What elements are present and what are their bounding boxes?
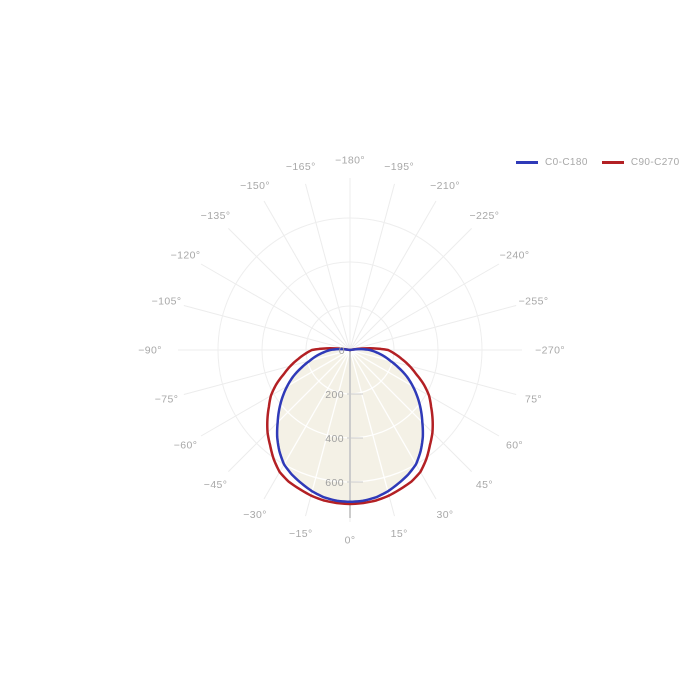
angle-label-150: −210° [430, 180, 460, 192]
angle-label-135: −225° [469, 210, 499, 222]
legend-swatch-c0-c180 [516, 161, 538, 164]
angle-label--30: −30° [243, 509, 267, 521]
angle-label-120: −240° [500, 250, 530, 262]
angle-label--165: −165° [286, 161, 316, 173]
angle-label--75: −75° [155, 394, 179, 406]
radial-axis [347, 350, 363, 518]
legend-item-c0-c180[interactable]: C0-C180 [516, 157, 588, 168]
series-c90-c270-curve [266, 347, 434, 506]
angle-label--135: −135° [201, 210, 231, 222]
radial-label-200: 200 [325, 389, 344, 401]
legend-label-c0-c180: C0-C180 [545, 157, 588, 168]
angle-label-105: −255° [519, 295, 549, 307]
angle-label--105: −105° [152, 295, 182, 307]
legend-swatch-c90-c270 [601, 161, 624, 164]
legend-item-c90-c270[interactable]: C90-C270 [601, 157, 680, 168]
angle-labels: 0° 15° 30° 45° 60° 75° −270° −255° −240° −225° −21… [138, 155, 565, 547]
angle-label--120: −120° [171, 250, 201, 262]
chart-legend: C0-C180 C90-C270 [516, 157, 680, 168]
angle-label-75: 75° [525, 394, 542, 406]
angle-label--60: −60° [174, 440, 198, 452]
angle-label--45: −45° [204, 479, 228, 491]
angle-label--150: −150° [240, 180, 270, 192]
angle-label-90: −270° [535, 345, 565, 357]
series-c0-c180-curve [275, 347, 425, 504]
angle-label-30: 30° [436, 509, 453, 521]
radial-label-0: 0 [339, 345, 345, 357]
angle-label-180: −180° [335, 155, 365, 167]
angle-label-165: −195° [384, 161, 414, 173]
angle-label-15: 15° [391, 528, 408, 540]
angle-label--15: −15° [289, 528, 313, 540]
radial-label-400: 400 [325, 433, 344, 445]
radial-tick-labels: 0 200 400 600 [325, 345, 345, 489]
angle-label--90: −90° [138, 345, 162, 357]
angle-label-60: 60° [506, 440, 523, 452]
angle-label-45: 45° [476, 479, 493, 491]
angle-label-0: 0° [345, 535, 356, 547]
radial-label-600: 600 [325, 477, 344, 489]
legend-label-c90-c270: C90-C270 [630, 157, 680, 168]
